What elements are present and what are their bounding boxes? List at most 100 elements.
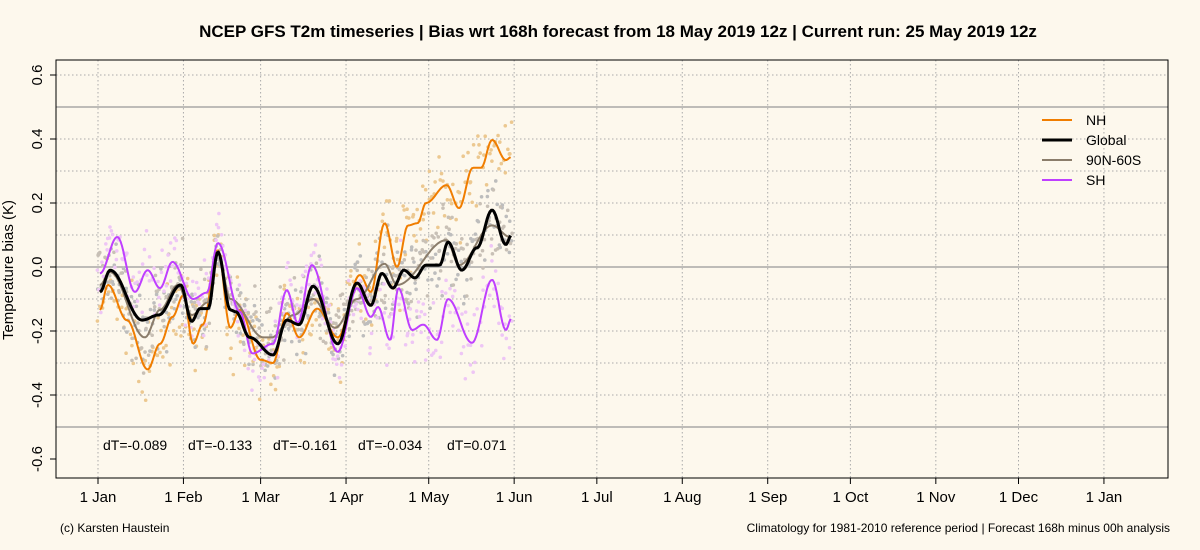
data-point bbox=[502, 356, 506, 361]
data-point bbox=[402, 273, 407, 278]
data-point bbox=[180, 236, 185, 241]
data-point bbox=[273, 323, 278, 328]
data-point bbox=[417, 314, 422, 319]
data-point bbox=[457, 190, 462, 195]
data-point bbox=[95, 319, 100, 323]
data-point bbox=[343, 344, 347, 348]
data-point bbox=[219, 232, 224, 237]
data-point bbox=[246, 366, 250, 371]
data-point bbox=[300, 337, 305, 342]
data-point bbox=[366, 267, 371, 272]
data-point bbox=[428, 306, 432, 311]
data-point bbox=[384, 199, 389, 203]
x-tick-label: 1 Jan bbox=[1086, 489, 1123, 506]
data-point bbox=[355, 260, 360, 264]
data-point bbox=[418, 227, 423, 231]
series-line-sh bbox=[99, 236, 512, 355]
data-point bbox=[442, 213, 447, 218]
data-point bbox=[395, 257, 400, 262]
data-point bbox=[114, 257, 119, 262]
data-point bbox=[112, 299, 117, 303]
data-point bbox=[473, 360, 477, 365]
data-point bbox=[489, 244, 494, 248]
data-point bbox=[397, 267, 402, 272]
data-point bbox=[375, 299, 379, 304]
data-point bbox=[463, 310, 468, 314]
dt-annotations: dT=-0.089 dT=-0.133 dT=-0.161 dT=-0.034 dT=0… bbox=[103, 437, 507, 453]
data-point bbox=[193, 368, 198, 373]
data-point bbox=[202, 327, 207, 331]
data-point bbox=[480, 248, 485, 253]
data-point bbox=[368, 320, 373, 324]
data-point bbox=[497, 166, 501, 171]
data-point bbox=[338, 380, 343, 385]
data-point bbox=[207, 321, 212, 326]
chart-title: NCEP GFS T2m timeseries | Bias wrt 168h … bbox=[199, 22, 1037, 41]
data-point bbox=[112, 250, 116, 255]
data-point bbox=[469, 277, 473, 281]
data-point bbox=[161, 318, 165, 323]
x-tick-label: 1 Jul bbox=[581, 489, 613, 506]
data-point bbox=[382, 311, 387, 315]
data-point bbox=[496, 133, 500, 138]
data-point bbox=[147, 279, 152, 283]
data-point bbox=[303, 351, 308, 356]
data-point bbox=[390, 312, 394, 316]
data-point bbox=[448, 198, 453, 202]
data-point bbox=[458, 241, 463, 245]
data-point bbox=[215, 234, 220, 238]
data-point bbox=[444, 278, 448, 283]
data-point bbox=[199, 267, 203, 271]
grid bbox=[56, 60, 1168, 478]
data-point bbox=[479, 194, 484, 199]
data-point bbox=[340, 353, 345, 358]
data-point bbox=[454, 217, 458, 222]
x-tick-label: 1 Jan bbox=[80, 489, 117, 506]
data-point bbox=[100, 263, 105, 268]
data-point bbox=[339, 363, 344, 367]
data-point bbox=[429, 256, 433, 260]
data-point bbox=[493, 179, 498, 183]
data-point bbox=[361, 320, 366, 324]
data-point bbox=[438, 269, 443, 273]
data-point bbox=[460, 237, 464, 241]
data-point bbox=[478, 151, 482, 155]
data-point bbox=[113, 265, 117, 270]
data-point bbox=[124, 286, 129, 291]
data-point bbox=[306, 305, 311, 310]
data-point bbox=[332, 373, 337, 378]
data-point bbox=[412, 233, 416, 238]
data-point bbox=[166, 253, 170, 257]
data-point bbox=[311, 250, 316, 255]
data-point bbox=[197, 302, 202, 306]
data-point bbox=[163, 264, 168, 269]
data-point bbox=[250, 388, 254, 392]
data-point bbox=[438, 355, 443, 360]
data-point bbox=[171, 328, 176, 333]
data-point bbox=[412, 260, 416, 264]
data-point bbox=[461, 344, 466, 349]
data-point bbox=[140, 390, 145, 394]
data-point bbox=[214, 222, 219, 227]
data-point bbox=[344, 302, 348, 307]
data-point bbox=[164, 349, 169, 354]
data-point bbox=[481, 288, 485, 292]
data-point bbox=[397, 302, 401, 307]
data-point bbox=[382, 245, 387, 250]
data-point bbox=[263, 368, 267, 373]
data-point bbox=[470, 200, 474, 205]
data-point bbox=[435, 284, 439, 288]
data-point bbox=[476, 155, 481, 159]
data-point bbox=[318, 323, 322, 327]
data-point bbox=[214, 273, 219, 278]
data-point bbox=[402, 208, 406, 212]
data-point bbox=[251, 369, 255, 373]
data-point bbox=[423, 312, 427, 317]
data-point bbox=[510, 231, 514, 236]
data-point bbox=[159, 270, 164, 275]
data-point bbox=[469, 260, 474, 264]
data-point bbox=[133, 299, 137, 304]
data-point bbox=[358, 254, 363, 258]
data-point bbox=[282, 287, 286, 291]
data-point bbox=[286, 326, 291, 331]
